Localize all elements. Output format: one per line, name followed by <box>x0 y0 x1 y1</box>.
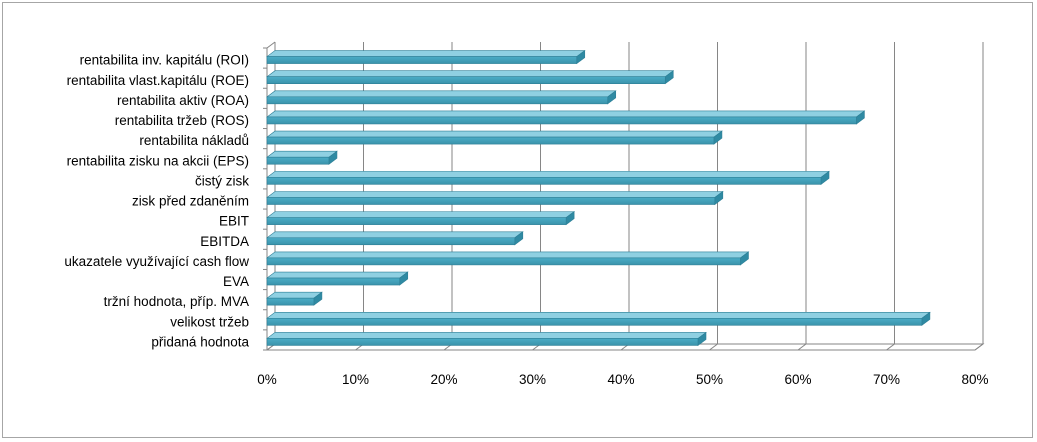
category-label: velikost tržeb <box>170 314 249 329</box>
gridline <box>797 42 807 351</box>
x-tick-label: 70% <box>873 372 900 387</box>
bar <box>266 130 723 145</box>
bar-top-face <box>266 150 338 158</box>
category-label: rentabilita tržeb (ROS) <box>115 113 249 128</box>
bar <box>266 90 617 105</box>
bar-top-face <box>266 191 724 198</box>
category-label: přidaná hodnota <box>151 334 249 349</box>
bar-top-face <box>266 70 675 77</box>
x-tick-label: 20% <box>430 372 457 387</box>
bar-front-face <box>266 297 315 306</box>
x-tick-label: 0% <box>257 372 277 387</box>
category-label: ukazatele využívající cash flow <box>64 254 249 269</box>
x-tick-label: 60% <box>784 372 811 387</box>
gridline <box>974 42 984 351</box>
bar-front-face <box>266 197 716 205</box>
bar <box>266 271 409 286</box>
bar <box>266 150 338 165</box>
x-tick-label: 10% <box>342 372 369 387</box>
bar <box>266 311 931 326</box>
bar-top-face <box>266 271 409 279</box>
bar-front-face <box>266 217 567 225</box>
bar <box>266 190 724 206</box>
x-tick-label: 40% <box>607 372 634 387</box>
bar <box>266 331 707 347</box>
bar-top-face <box>266 130 723 138</box>
category-label: EBITDA <box>200 234 249 249</box>
category-label: tržní hodnota, příp. MVA <box>104 294 249 309</box>
gridline <box>886 42 895 351</box>
bar-front-face <box>266 317 923 326</box>
category-label: rentabilita aktiv (ROA) <box>117 93 249 108</box>
bar-front-face <box>266 237 516 246</box>
bar-front-face <box>266 116 857 125</box>
category-label: rentabilita vlast.kapitálu (ROE) <box>67 73 249 88</box>
bar-top-face <box>266 90 617 98</box>
gridline <box>709 42 718 351</box>
bar-front-face <box>266 277 401 286</box>
category-label: čistý zisk <box>195 173 249 188</box>
bar <box>266 291 323 306</box>
bar-front-face <box>266 136 715 145</box>
category-label: rentabilita zisku na akcii (EPS) <box>67 153 249 168</box>
x-tick-label: 50% <box>696 372 723 387</box>
bar-top-face <box>266 332 707 339</box>
x-tick-label: 30% <box>519 372 546 387</box>
category-label: rentabilita inv. kapitálu (ROI) <box>80 53 249 68</box>
bar-front-face <box>266 156 330 165</box>
bar-top-face <box>266 311 931 319</box>
bar <box>266 110 866 125</box>
bar-front-face <box>266 177 822 185</box>
bar-front-face <box>266 257 741 266</box>
bar <box>266 231 524 246</box>
bar <box>266 70 675 85</box>
category-labels: rentabilita inv. kapitálu (ROI) rentabili… <box>64 53 249 350</box>
category-label: rentabilita nákladů <box>139 133 249 148</box>
bar-front-face <box>266 338 699 346</box>
bar-top-face <box>266 110 866 118</box>
category-label: EBIT <box>219 214 249 229</box>
category-label: EVA <box>223 274 249 289</box>
bar-front-face <box>266 56 578 64</box>
bar-front-face <box>266 96 609 105</box>
bar-top-face <box>266 211 576 218</box>
bar <box>266 170 830 185</box>
x-tick-label: 80% <box>961 372 988 387</box>
bar <box>266 251 750 266</box>
bar-top-face <box>266 171 830 178</box>
tick-labels: 0% 10% 20% 30% 40% 50% 60% 70% 80% <box>257 372 988 387</box>
bar-top-face <box>266 291 323 299</box>
bar-front-face <box>266 76 666 84</box>
bar <box>266 49 586 65</box>
bar-top-face <box>266 50 586 57</box>
bar-top-face <box>266 231 524 239</box>
bar-top-face <box>266 251 750 259</box>
category-label: zisk před zdaněním <box>132 194 249 209</box>
bars <box>266 49 931 347</box>
bar <box>266 211 576 226</box>
